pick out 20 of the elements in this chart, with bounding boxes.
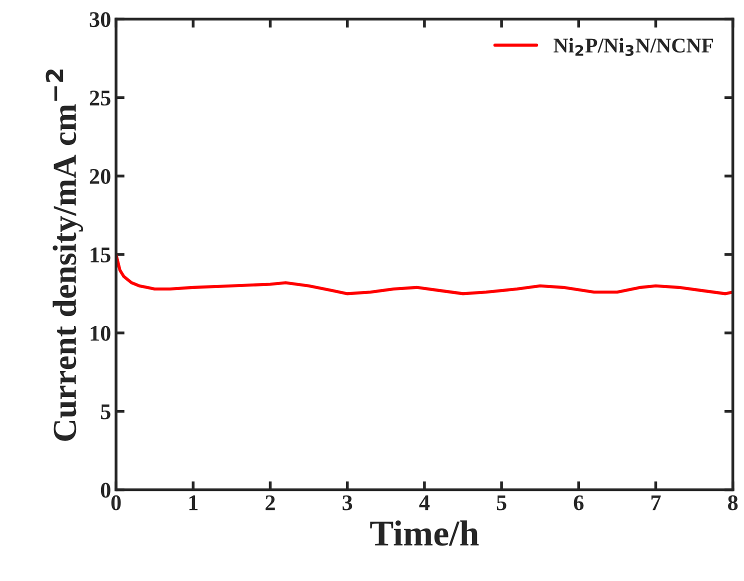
y-tick-label: 20: [90, 168, 110, 184]
x-tick-label: 3: [342, 495, 352, 510]
x-tick-label: 5: [496, 496, 506, 510]
line-series: [116, 252, 733, 296]
y-tick-label: 25: [90, 90, 110, 106]
y-tick-label: 0: [100, 482, 110, 498]
y-axis-title: Current density/mA cm$^{−2}$: [46, 70, 84, 441]
x-tick-label: 7: [651, 496, 661, 510]
y-tick-label: 5: [100, 404, 110, 420]
x-tick-label: 6: [574, 495, 584, 510]
x-tick-label: 4: [419, 495, 430, 510]
x-tick-label: 2: [266, 495, 275, 510]
x-tick-label: 1: [189, 495, 198, 510]
y-tick-label: 30: [90, 12, 110, 28]
x-tick-label: 0: [111, 495, 121, 510]
x-axis-title: Time/h: [370, 520, 479, 546]
y-tick-label: 15: [90, 248, 110, 262]
x-tick-label: 8: [728, 495, 738, 510]
legend-label: Ni$_{2}$P/Ni$_{3}$N/NCNF: [554, 38, 713, 56]
y-tick-label: 10: [90, 326, 110, 341]
